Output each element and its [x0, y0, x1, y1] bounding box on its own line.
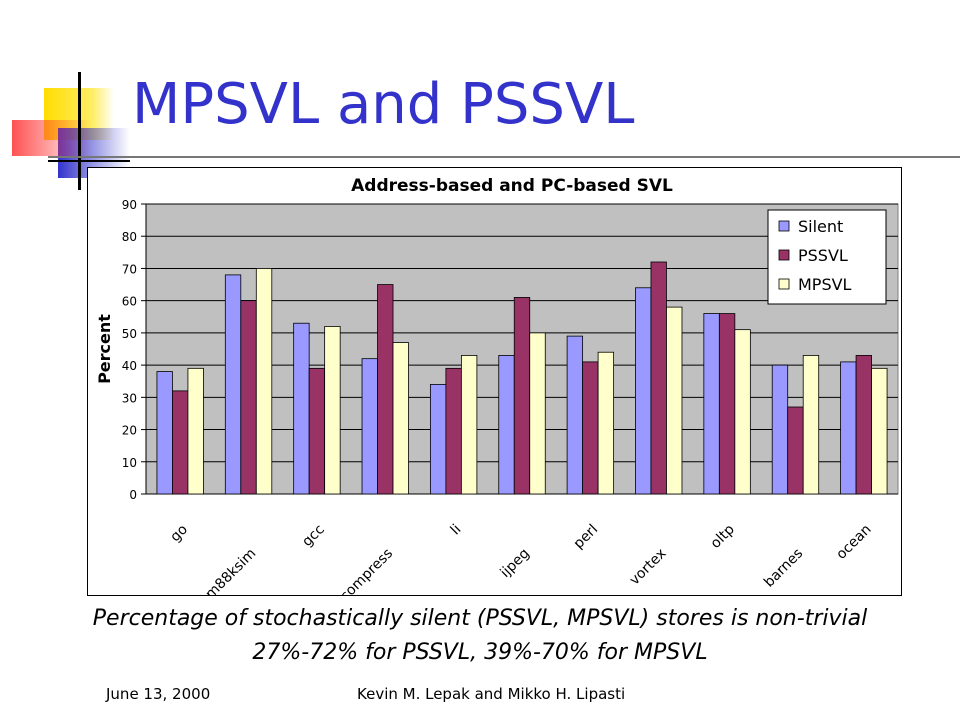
x-tick-label: vortex: [627, 546, 670, 589]
y-tick-label: 90: [122, 198, 137, 212]
x-tick-label: oltp: [708, 521, 738, 551]
footer-date: June 13, 2000: [106, 685, 211, 703]
bar-silent-ocean: [840, 361, 857, 495]
legend-swatch-mpsvl: [778, 278, 790, 290]
bar-silent-go: [156, 371, 173, 495]
bar-pssvl-li: [445, 367, 462, 495]
x-tick-label: gcc: [299, 522, 327, 550]
bar-pssvl-perl: [582, 361, 599, 495]
bar-silent-compress: [361, 358, 378, 495]
bar-silent-m88ksim: [224, 274, 242, 495]
bar-pssvl-ocean: [855, 355, 872, 495]
footer-authors: Kevin M. Lepak and Mikko H. Lipasti: [357, 685, 626, 703]
bar-silent-perl: [566, 335, 584, 495]
slide-decoration-logo: [12, 72, 130, 190]
legend-label-silent: Silent: [798, 217, 843, 236]
bar-mpsvl-gcc: [324, 326, 341, 495]
x-tick-label: ijpeg: [497, 546, 532, 581]
bar-mpsvl-perl: [597, 351, 615, 495]
bar-pssvl-oltp: [718, 313, 736, 495]
y-tick-label: 30: [122, 391, 137, 405]
caption-line-1: Percentage of stochastically silent (PSS…: [92, 606, 868, 631]
bar-pssvl-barnes: [787, 406, 804, 495]
legend-label-pssvl: PSSVL: [798, 246, 848, 265]
legend-swatch-pssvl: [778, 249, 790, 261]
bar-mpsvl-m88ksim: [255, 268, 273, 495]
bar-mpsvl-oltp: [734, 329, 751, 495]
chart-svg: Address-based and PC-based SVL 0 10 20 30 40 5…: [95, 176, 899, 595]
bar-pssvl-vortex: [650, 261, 667, 495]
bar-silent-li: [429, 384, 447, 495]
y-tick-label: 10: [122, 456, 137, 470]
bar-silent-barnes: [771, 364, 789, 495]
y-tick-label: 50: [122, 327, 137, 341]
bar-pssvl-gcc: [308, 367, 326, 495]
bar-silent-oltp: [703, 313, 720, 495]
bar-mpsvl-barnes: [802, 355, 820, 495]
bar-silent-gcc: [293, 322, 310, 495]
x-tick-label: li: [448, 522, 465, 539]
y-tick-label: 20: [122, 424, 137, 438]
bar-pssvl-go: [172, 390, 189, 495]
bar-pssvl-compress: [377, 284, 394, 495]
bar-mpsvl-li: [460, 355, 478, 495]
bar-mpsvl-vortex: [666, 306, 683, 495]
bar-mpsvl-go: [187, 367, 204, 495]
y-tick-label: 40: [122, 359, 137, 373]
bar-mpsvl-ijpeg: [529, 332, 546, 495]
y-tick-label: 60: [122, 295, 137, 309]
x-tick-label: go: [167, 522, 191, 546]
x-tick-label: perl: [571, 522, 602, 553]
bar-mpsvl-ocean: [871, 367, 888, 495]
x-tick-label: m88ksim: [203, 546, 260, 595]
title-rule: [48, 156, 960, 158]
x-tick-label: ocean: [833, 522, 874, 563]
y-axis-label: Percent: [95, 314, 114, 384]
bar-pssvl-m88ksim: [240, 300, 257, 495]
chart: Address-based and PC-based SVL 0 10 20 30 40 5…: [87, 167, 902, 596]
bar-mpsvl-compress: [392, 342, 409, 495]
legend-swatch-silent: [778, 220, 790, 232]
x-tick-label: barnes: [761, 546, 806, 591]
bar-pssvl-ijpeg: [513, 297, 531, 495]
y-tick-label: 0: [129, 488, 137, 502]
y-tick-label: 70: [122, 262, 137, 276]
slide-title: MPSVL and PSSVL: [132, 72, 635, 137]
caption-line-2: 27%-72% for PSSVL, 39%-70% for MPSVL: [252, 640, 708, 665]
bar-silent-ijpeg: [498, 355, 515, 495]
chart-title: Address-based and PC-based SVL: [351, 176, 673, 196]
y-tick-label: 80: [122, 230, 137, 244]
x-tick-label: compress: [337, 546, 396, 595]
legend-label-mpsvl: MPSVL: [798, 275, 852, 294]
bar-silent-vortex: [635, 287, 652, 495]
